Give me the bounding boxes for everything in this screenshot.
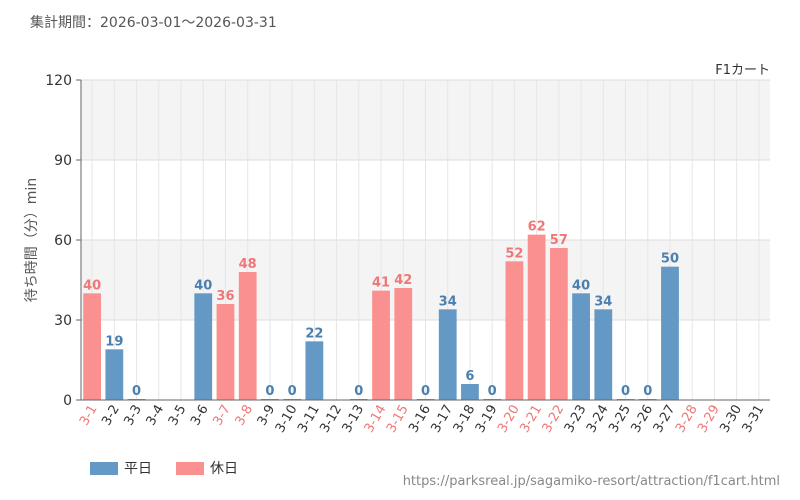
legend-swatch-holiday <box>176 461 204 475</box>
data-label-3-23: 40 <box>572 278 590 293</box>
x-tick-label-3-14: 3-14 <box>362 403 390 436</box>
x-tick-label-3-4: 3-4 <box>144 403 168 429</box>
x-tick-label-3-17: 3-17 <box>428 403 456 436</box>
data-label-3-1: 40 <box>83 278 101 293</box>
data-label-3-7: 36 <box>216 289 234 304</box>
bar-3-11 <box>305 341 324 400</box>
source-url: https://parksreal.jp/sagamiko-resort/att… <box>402 474 780 489</box>
x-tick-label-3-24: 3-24 <box>584 403 612 436</box>
x-tick-label-3-10: 3-10 <box>273 403 301 436</box>
x-tick-label-3-23: 3-23 <box>562 403 590 436</box>
data-label-3-2: 19 <box>105 334 123 349</box>
x-tick-label-3-30: 3-30 <box>717 403 745 436</box>
x-tick-label-3-1: 3-1 <box>77 403 101 429</box>
bar-3-27 <box>661 266 679 400</box>
y-axis-label: 待ち時間（分）min <box>24 178 40 302</box>
x-tick-label-3-31: 3-31 <box>740 403 768 436</box>
bar-3-23 <box>572 293 590 400</box>
data-label-3-27: 50 <box>661 252 679 267</box>
bar-3-15 <box>394 288 413 400</box>
data-label-3-16: 0 <box>421 384 430 399</box>
y-tick-label: 30 <box>54 313 72 329</box>
bar-3-1 <box>83 293 102 400</box>
x-tick-label-3-3: 3-3 <box>121 403 145 429</box>
bar-3-6 <box>194 293 213 400</box>
data-label-3-19: 0 <box>488 384 497 399</box>
x-tick-label-3-18: 3-18 <box>451 403 479 436</box>
bar-3-21 <box>527 234 546 400</box>
bar-3-18 <box>461 384 479 400</box>
x-tick-label-3-12: 3-12 <box>317 403 345 436</box>
x-tick-label-3-8: 3-8 <box>233 403 257 429</box>
data-label-3-11: 22 <box>305 326 323 341</box>
x-tick-label-3-26: 3-26 <box>628 403 656 436</box>
data-label-3-25: 0 <box>621 384 630 399</box>
y-tick-label: 120 <box>45 73 72 89</box>
data-label-3-8: 48 <box>239 257 257 272</box>
x-tick-label-3-13: 3-13 <box>340 403 368 436</box>
x-tick-label-3-5: 3-5 <box>166 403 190 429</box>
data-label-3-6: 40 <box>194 278 212 293</box>
x-tick-label-3-22: 3-22 <box>540 403 568 436</box>
data-label-3-10: 0 <box>288 384 297 399</box>
x-tick-label-3-2: 3-2 <box>99 403 123 429</box>
data-label-3-20: 52 <box>505 246 523 261</box>
x-tick-label-3-6: 3-6 <box>188 403 212 429</box>
y-tick-label: 60 <box>54 233 72 249</box>
data-label-3-22: 57 <box>550 233 568 248</box>
period-label: 集計期間：2026-03-01～2026-03-31 <box>30 15 277 31</box>
bar-3-14 <box>372 290 390 400</box>
data-label-3-17: 34 <box>439 294 457 309</box>
data-label-3-24: 34 <box>594 294 612 309</box>
legend-item-weekday: 平日 <box>90 458 152 478</box>
data-label-3-14: 41 <box>372 276 390 291</box>
data-label-3-26: 0 <box>643 384 652 399</box>
x-tick-label-3-29: 3-29 <box>695 403 723 436</box>
legend: 平日 休日 <box>90 458 262 478</box>
x-tick-label-3-20: 3-20 <box>495 403 523 436</box>
bar-3-7 <box>216 304 235 400</box>
data-label-3-15: 42 <box>394 273 412 288</box>
data-label-3-3: 0 <box>132 384 141 399</box>
x-tick-label-3-15: 3-15 <box>384 403 412 436</box>
data-label-3-9: 0 <box>265 384 274 399</box>
bar-3-17 <box>438 309 457 400</box>
x-tick-label-3-27: 3-27 <box>651 403 679 436</box>
data-label-3-21: 62 <box>528 220 546 235</box>
legend-item-holiday: 休日 <box>176 458 238 478</box>
bar-3-2 <box>105 349 124 400</box>
y-tick-label: 0 <box>63 393 72 409</box>
bar-3-22 <box>549 248 568 400</box>
x-tick-label-3-25: 3-25 <box>606 403 634 436</box>
legend-label-holiday: 休日 <box>210 461 238 477</box>
x-tick-label-3-7: 3-7 <box>210 403 234 429</box>
x-tick-label-3-19: 3-19 <box>473 403 501 436</box>
bar-3-20 <box>505 261 524 400</box>
x-tick-label-3-28: 3-28 <box>673 403 701 436</box>
x-tick-label-3-16: 3-16 <box>406 403 434 436</box>
bar-3-8 <box>238 272 257 400</box>
data-label-3-13: 0 <box>354 384 363 399</box>
data-label-3-18: 6 <box>465 369 474 384</box>
x-tick-label-3-21: 3-21 <box>517 403 545 436</box>
x-tick-label-3-11: 3-11 <box>295 403 323 436</box>
bar-3-24 <box>594 309 613 400</box>
y-tick-label: 90 <box>54 153 72 169</box>
chart-title: F1カート <box>715 63 770 78</box>
legend-label-weekday: 平日 <box>124 461 152 477</box>
legend-swatch-weekday <box>90 461 118 475</box>
